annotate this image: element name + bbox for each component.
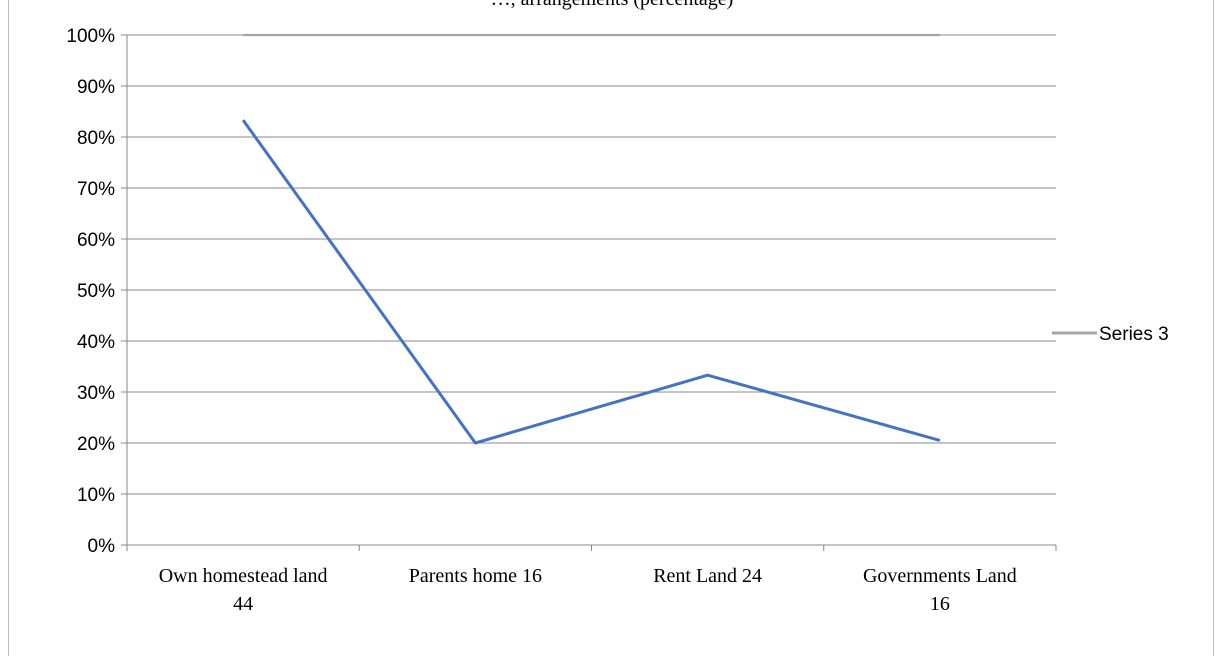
y-tick-label: 70% xyxy=(77,179,115,200)
chart-title: …, arrangements (percentage) xyxy=(491,0,734,10)
series-lines xyxy=(241,33,941,445)
x-category-label: Governments Land 16 xyxy=(863,565,1017,615)
legend-label: Series 3 xyxy=(1099,324,1169,345)
gridlines xyxy=(127,34,1056,495)
legend: Series 3 xyxy=(1052,324,1169,345)
chart-title-group: …, arrangements (percentage) xyxy=(491,0,734,10)
y-tick-label: 40% xyxy=(77,332,115,353)
y-tick-label: 30% xyxy=(77,383,115,404)
y-tick-label: 100% xyxy=(66,26,115,47)
y-tick-label: 60% xyxy=(77,230,115,251)
y-tick-label: 10% xyxy=(77,485,115,506)
x-axis-ticks: Own homestead land 44 Parents home 16 Rent … xyxy=(126,545,1057,615)
y-tick-label: 80% xyxy=(77,128,115,149)
series-line xyxy=(241,119,941,445)
chart-frame: …, arrangements (percentage) 0% 10% 20% 30%… xyxy=(8,0,1214,656)
axes xyxy=(126,35,1056,551)
line-chart: …, arrangements (percentage) 0% 10% 20% 30%… xyxy=(66,0,1169,615)
y-tick-label: 90% xyxy=(77,77,115,98)
y-tick-label: 20% xyxy=(77,434,115,455)
x-category-label: Own homestead land 44 xyxy=(159,565,328,615)
y-tick-label: 0% xyxy=(88,536,116,557)
y-axis-ticks: 0% 10% 20% 30% 40% 50% 60% 70% 80% 90% 100% xyxy=(66,26,127,557)
x-category-label: Parents home 16 xyxy=(409,565,542,587)
x-category-label: Rent Land 24 xyxy=(653,565,762,587)
y-tick-label: 50% xyxy=(77,281,115,302)
